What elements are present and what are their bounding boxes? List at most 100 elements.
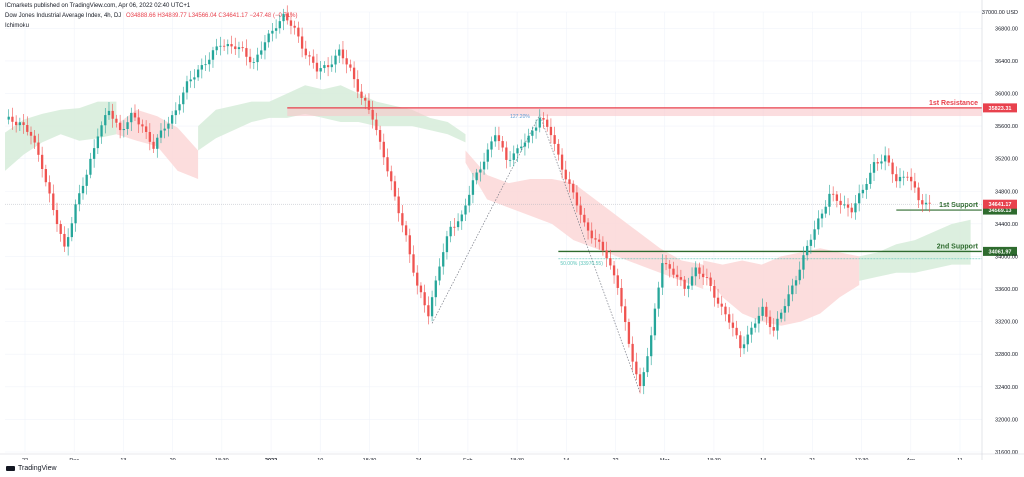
candle-bull xyxy=(787,294,790,307)
candle-bear xyxy=(631,343,634,362)
candle-bear xyxy=(356,79,359,92)
candle-bull xyxy=(193,77,196,80)
candle-bull xyxy=(486,149,489,162)
candle-bull xyxy=(924,202,928,205)
candle-bear xyxy=(709,277,712,286)
candle-bear xyxy=(293,25,296,28)
candle-bull xyxy=(898,176,902,182)
candle-bear xyxy=(230,44,233,47)
candle-bull xyxy=(174,110,177,116)
price-chart[interactable]: 1st Resistance 35823.31 1st Support 34569.1… xyxy=(0,0,1024,460)
candle-bear xyxy=(609,258,612,266)
candle-bear xyxy=(635,361,638,375)
candle-bull xyxy=(438,266,441,281)
candle-bear xyxy=(768,316,772,328)
candle-bear xyxy=(300,36,304,49)
candle-bull xyxy=(479,169,482,173)
candle-bear xyxy=(408,235,411,255)
candle-bear xyxy=(676,274,679,278)
candle-bear xyxy=(846,204,850,208)
candle-bull xyxy=(449,226,452,237)
close-value: C34641.17 xyxy=(218,13,248,19)
candle-bull xyxy=(66,237,70,247)
candle-bull xyxy=(798,269,801,281)
indicator-label[interactable]: Ichimoku xyxy=(5,23,30,29)
ohlc-legend: Dow Jones Industrial Average Index, 4h, … xyxy=(5,12,298,20)
candle-bear xyxy=(505,147,508,160)
y-tick-label: 37000.00 USD xyxy=(982,10,1018,16)
tradingview-mark-icon xyxy=(6,466,15,471)
candle-bear xyxy=(308,55,311,57)
candle-bull xyxy=(809,239,813,246)
candle-bear xyxy=(312,56,315,63)
candle-bull xyxy=(122,128,125,131)
tradingview-logo[interactable]: TradingView xyxy=(6,465,57,472)
level-price-text: 34061.97 xyxy=(989,249,1012,255)
candle-bear xyxy=(14,121,18,126)
published-by: ICmarkets published on TradingView.com, … xyxy=(5,3,191,9)
candle-bull xyxy=(828,193,831,207)
price-axis: 37000.00 USD 36800.00 36400.00 36000.00 3560… xyxy=(981,0,1018,460)
candle-bull xyxy=(319,68,322,72)
candle-bear xyxy=(887,155,891,163)
candle-bull xyxy=(460,214,463,222)
candle-bull xyxy=(780,312,783,319)
candle-bull xyxy=(170,115,174,124)
candle-bear xyxy=(705,277,709,278)
y-tick-label: 35600.00 xyxy=(995,124,1018,130)
candle-bull xyxy=(18,122,22,126)
y-tick-label: 34000.00 xyxy=(995,254,1018,260)
cloud-segment-bull xyxy=(198,85,466,151)
candle-bear xyxy=(921,200,924,205)
candle-bear xyxy=(386,157,389,172)
candle-bear xyxy=(620,287,623,307)
cloud-segment-bull xyxy=(859,219,971,281)
candle-bear xyxy=(397,196,400,214)
candle-bull xyxy=(274,28,278,31)
x-tick-label: 2022 xyxy=(265,458,277,460)
candle-bear xyxy=(735,327,738,336)
x-tick-label: 14 xyxy=(563,458,569,460)
x-tick-label: Mar xyxy=(660,458,670,460)
level-price-text: 34569.13 xyxy=(989,208,1012,214)
last-price-tag xyxy=(983,199,1017,209)
candle-bull xyxy=(468,194,471,206)
candle-bull xyxy=(107,110,111,116)
candle-bear xyxy=(601,241,605,251)
candle-bear xyxy=(906,176,909,178)
candle-bear xyxy=(304,48,307,56)
candle-bull xyxy=(791,285,794,295)
candle-bear xyxy=(616,275,619,288)
candle-bear xyxy=(367,100,371,110)
candle-bear xyxy=(371,109,374,120)
candle-bull xyxy=(267,33,270,43)
candle-bear xyxy=(286,13,289,21)
candle-bear xyxy=(382,141,385,158)
candle-bear xyxy=(731,322,735,328)
candle-bear xyxy=(245,48,248,57)
candle-bear xyxy=(33,135,36,143)
candle-bear xyxy=(557,143,560,155)
x-tick-label: 18:30 xyxy=(707,458,721,460)
level-label: 1st Resistance xyxy=(929,100,978,107)
candle-bull xyxy=(96,136,99,149)
candle-bear xyxy=(222,45,226,47)
candle-bear xyxy=(679,277,683,280)
candle-bull xyxy=(490,141,493,150)
candle-bull xyxy=(219,45,222,47)
candle-bear xyxy=(638,374,642,387)
candle-bear xyxy=(378,130,382,142)
candle-bear xyxy=(917,187,920,201)
y-tick-label: 32000.00 xyxy=(995,417,1018,423)
candle-bull xyxy=(475,172,478,181)
candle-bull xyxy=(100,125,103,137)
candle-bull xyxy=(754,323,757,328)
candle-bear xyxy=(835,194,839,201)
candle-bull xyxy=(642,372,645,387)
candle-bull xyxy=(531,130,534,136)
candle-bull xyxy=(820,213,824,219)
x-tick-label: 20 xyxy=(170,458,176,460)
candle-bull xyxy=(70,223,73,238)
candle-bull xyxy=(226,44,229,47)
candle-bull xyxy=(167,123,170,129)
